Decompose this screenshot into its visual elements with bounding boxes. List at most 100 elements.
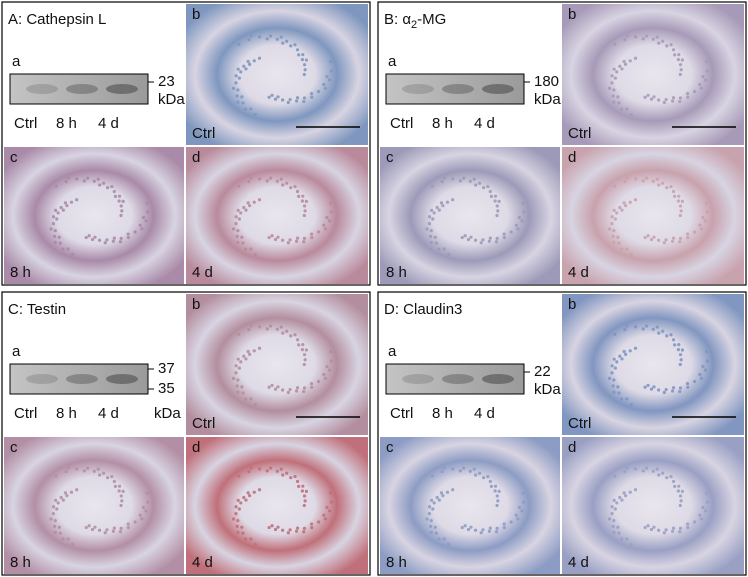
cell — [252, 349, 256, 353]
cell — [286, 100, 290, 105]
cell — [257, 35, 262, 39]
micrograph — [380, 147, 560, 284]
cell — [652, 235, 656, 239]
cell — [133, 520, 137, 524]
cell — [270, 383, 274, 387]
cell — [247, 180, 251, 184]
cell — [295, 386, 300, 390]
lane-label: Ctrl — [14, 115, 37, 132]
cell — [646, 524, 650, 528]
cell — [429, 228, 433, 233]
cell — [310, 95, 314, 99]
cell — [69, 200, 74, 204]
cell — [641, 327, 645, 331]
image-label: c — [10, 439, 18, 456]
cell — [623, 38, 627, 42]
cell — [641, 37, 645, 41]
cell — [231, 86, 236, 90]
cell — [669, 474, 673, 479]
cell — [625, 176, 629, 180]
panel-border — [1, 1, 371, 286]
cell — [119, 204, 123, 208]
cell — [429, 208, 434, 212]
cell — [487, 529, 491, 533]
cell — [288, 97, 292, 102]
cell — [140, 517, 144, 521]
cell — [620, 67, 624, 71]
cell — [493, 199, 497, 203]
cell — [678, 240, 682, 244]
cell — [145, 201, 149, 205]
cell — [236, 67, 240, 71]
cell — [442, 466, 447, 470]
cell — [514, 513, 518, 517]
cell — [303, 209, 307, 213]
cell — [86, 466, 90, 470]
cell — [657, 41, 661, 45]
cell — [437, 537, 441, 541]
cell — [469, 235, 473, 239]
cell — [613, 507, 617, 511]
cell — [111, 239, 115, 243]
cell — [425, 227, 429, 231]
cell — [641, 469, 645, 473]
cell — [310, 525, 314, 530]
cell — [53, 518, 57, 523]
cell — [322, 513, 326, 517]
cell — [678, 353, 683, 357]
cell — [243, 107, 248, 111]
cell — [673, 343, 677, 347]
cell — [613, 217, 617, 221]
cell — [430, 184, 434, 188]
cell — [662, 531, 666, 535]
image-caption: Ctrl — [192, 415, 215, 432]
cell — [253, 252, 257, 257]
cell — [623, 470, 627, 474]
cell — [441, 204, 445, 208]
cell — [486, 474, 490, 479]
cell — [248, 352, 252, 356]
cell — [482, 186, 486, 190]
cell — [657, 98, 661, 102]
cell — [633, 198, 638, 202]
cell — [52, 234, 57, 238]
cell — [451, 177, 455, 181]
cell — [275, 37, 279, 41]
lane-label: Ctrl — [390, 115, 413, 132]
cell — [106, 186, 110, 190]
cell — [458, 469, 462, 473]
lane-label: Ctrl — [390, 405, 413, 422]
cell — [141, 215, 146, 220]
cell — [253, 402, 257, 407]
cell — [295, 96, 300, 100]
cell — [434, 531, 438, 535]
cell — [446, 252, 451, 257]
cell — [281, 473, 285, 477]
cell — [617, 391, 621, 395]
cell — [676, 348, 680, 352]
cell — [610, 364, 614, 368]
micrograph — [186, 437, 368, 574]
cell — [112, 526, 116, 530]
cell — [446, 542, 451, 547]
cell — [607, 86, 612, 90]
cell — [469, 525, 473, 529]
blot-band — [26, 374, 58, 384]
blot-label: a — [388, 53, 397, 70]
cell — [495, 494, 499, 498]
cell — [655, 35, 659, 39]
cell — [644, 466, 649, 470]
cell — [92, 469, 96, 473]
image-label: b — [568, 6, 576, 23]
image-label: b — [568, 296, 576, 313]
cell — [66, 537, 70, 541]
cell — [680, 489, 685, 494]
cell — [664, 97, 668, 102]
cell — [234, 222, 238, 226]
cell — [657, 528, 661, 532]
cell — [437, 208, 441, 212]
cell — [670, 99, 675, 103]
cell — [146, 210, 150, 214]
cell — [237, 217, 241, 221]
cell — [509, 230, 513, 234]
